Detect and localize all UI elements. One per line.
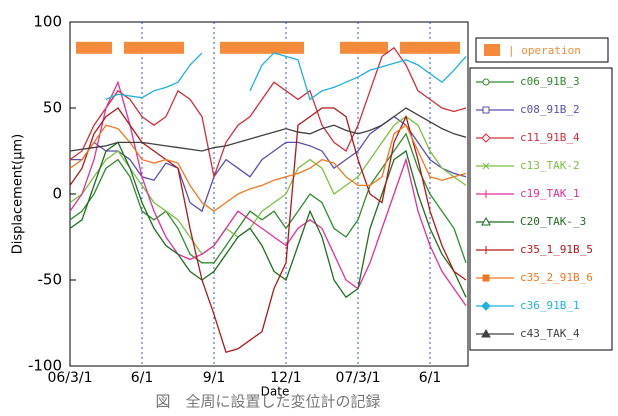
operation-bar	[364, 41, 376, 54]
operation-bar	[232, 41, 244, 54]
y-tick-label: -100	[28, 357, 62, 375]
legend-label: c08_91B_2	[520, 103, 580, 116]
marker	[481, 133, 491, 143]
operation-bar	[124, 41, 136, 54]
series-line	[69, 124, 467, 212]
operation-bar	[280, 41, 292, 54]
marker	[482, 162, 490, 170]
x-tick-label: 6/1	[419, 370, 442, 386]
x-axis-label: Date	[261, 385, 290, 399]
operation-bar	[148, 41, 160, 54]
y-tick-label: 50	[43, 99, 62, 117]
x-tick-label: 06/3/1	[47, 370, 92, 386]
operation-bar	[340, 41, 352, 54]
marker	[482, 106, 490, 114]
series-line	[69, 115, 467, 256]
y-tick-label: -50	[38, 271, 63, 289]
series-line	[69, 141, 467, 299]
legend-item: c11_91B_4	[476, 131, 580, 144]
legend-label: c11_91B_4	[520, 131, 580, 144]
series-line	[69, 107, 467, 354]
legend-label: c06_91B_3	[520, 75, 580, 88]
series-line	[249, 52, 467, 101]
legend-label: c35_2_91B_6	[520, 271, 593, 284]
marker	[481, 216, 491, 226]
operation-bar	[76, 41, 88, 54]
x-tick-label: 9/1	[203, 370, 226, 386]
operation-bar	[436, 41, 448, 54]
operation-bar	[448, 41, 460, 54]
series-line	[69, 107, 467, 152]
legend-label: c36_91B_1	[520, 299, 580, 312]
y-tick-label: 0	[52, 185, 62, 203]
series-line	[105, 52, 203, 100]
legend-item: C20_TAK-_3	[476, 215, 586, 228]
legend-item: c13_TAK-2	[476, 159, 580, 172]
caption: 図 全周に設置した変位計の記録	[155, 393, 380, 411]
operation-bar	[172, 41, 184, 54]
operation-bar	[376, 41, 388, 54]
legend-box	[469, 67, 613, 351]
marker	[482, 246, 490, 254]
operation-bar	[412, 41, 424, 54]
x-tick-label: 6/1	[131, 370, 154, 386]
y-axis-label: Displacement(μm)	[11, 134, 26, 254]
series-line	[69, 46, 467, 180]
legend-item: c19_TAK_1	[476, 187, 580, 200]
operation-bar	[244, 41, 256, 54]
legend-item: c35_2_91B_6	[476, 271, 593, 284]
plot-frame	[69, 21, 469, 367]
legend-label: c35_1_91B_5	[520, 243, 593, 256]
y-tick-label: 100	[33, 13, 62, 31]
series-line	[69, 132, 467, 264]
operation-bar	[160, 41, 172, 54]
x-tick-label: 07/3/1	[335, 370, 380, 386]
legend-label: c19_TAK_1	[520, 187, 580, 200]
legend-label: c43_TAK_4	[520, 327, 580, 340]
legend-item: c06_91B_3	[476, 75, 580, 88]
marker	[482, 274, 490, 282]
operation-bar	[352, 41, 364, 54]
operation-bar	[88, 41, 100, 54]
operation-bar	[256, 41, 268, 54]
x-tick-label: 12/1	[270, 370, 301, 386]
marker	[481, 328, 491, 338]
legend-item: c36_91B_1	[476, 299, 580, 312]
legend-label: C20_TAK-_3	[520, 215, 586, 228]
operation-bar	[136, 41, 148, 54]
operation-bar	[400, 41, 412, 54]
legend-swatch	[484, 44, 500, 56]
legend-label: | operation	[508, 44, 581, 57]
legend-item: c35_1_91B_5	[476, 243, 593, 256]
series-line	[69, 80, 467, 307]
operation-bar	[100, 41, 112, 54]
operation-bar	[424, 41, 436, 54]
operation-bar	[268, 41, 280, 54]
marker	[482, 78, 490, 86]
legend-item: c43_TAK_4	[476, 327, 580, 340]
operation-bar	[220, 41, 232, 54]
legend-item: c08_91B_2	[476, 103, 580, 116]
legend-label: c13_TAK-2	[520, 159, 580, 172]
marker	[481, 301, 491, 311]
operation-bar	[292, 41, 304, 54]
marker	[482, 190, 490, 198]
